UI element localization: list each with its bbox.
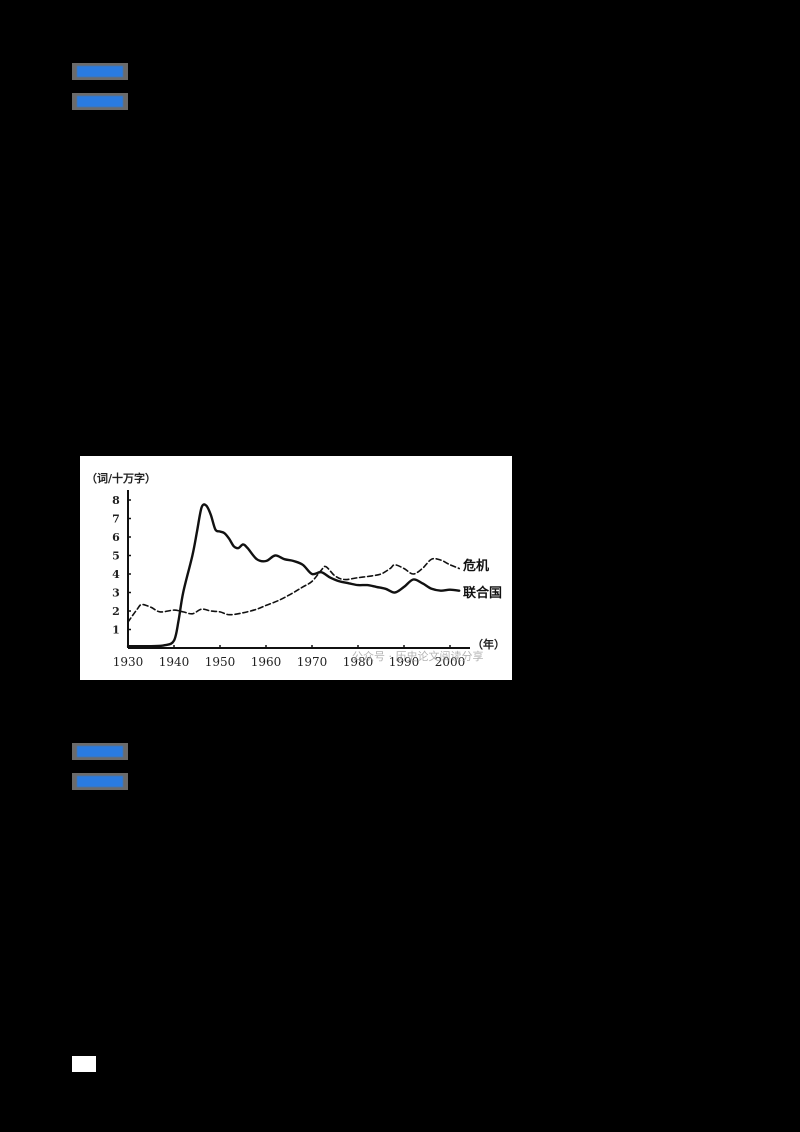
chart-canvas: （词/十万字） 1 2 3 4 5 6 7 8 1930 1940 1950 1960 1970 198… — [86, 471, 505, 669]
y-tick-label: 6 — [112, 531, 120, 544]
section-tag-3 — [72, 743, 128, 760]
x-tick-label: 1970 — [297, 655, 328, 669]
y-tick-label: 7 — [112, 513, 120, 526]
legend-crisis: 危机 — [463, 558, 489, 574]
legend-un: 联合国 — [463, 585, 502, 601]
x-tick-label: 1980 — [343, 655, 374, 669]
section-tag-label — [77, 746, 123, 757]
x-tick-label: 1950 — [205, 655, 236, 669]
y-tick-label: 2 — [112, 605, 120, 618]
y-axis-label: （词/十万字） — [86, 471, 156, 485]
series-line-un — [126, 503, 461, 648]
x-axis: 1930 1940 1950 1960 1970 1980 1990 2000 — [113, 645, 470, 669]
y-tick-label: 4 — [112, 568, 120, 581]
page-number-box — [72, 1056, 96, 1072]
x-axis-label: （年） — [472, 637, 505, 651]
y-tick-label: 3 — [112, 587, 120, 600]
series-line-crisis — [127, 557, 460, 623]
x-tick-label: 1960 — [251, 655, 282, 669]
y-tick-label: 5 — [112, 550, 120, 563]
x-tick-label: 1940 — [159, 655, 190, 669]
y-tick-label: 1 — [112, 624, 120, 637]
section-tag-2 — [72, 93, 128, 110]
watermark: 公众号 · 历史论文阅读分享 — [352, 649, 484, 663]
section-tag-label — [77, 776, 123, 787]
x-tick-label: 1990 — [389, 655, 420, 669]
section-tag-label — [77, 66, 123, 77]
section-tag-1 — [72, 63, 128, 80]
x-tick-label: 2000 — [435, 655, 466, 669]
y-axis: 1 2 3 4 5 6 7 8 — [112, 490, 131, 648]
section-tag-label — [77, 96, 123, 107]
section-tag-4 — [72, 773, 128, 790]
y-tick-label: 8 — [112, 494, 120, 507]
x-tick-label: 1930 — [113, 655, 144, 669]
line-chart: （词/十万字） 1 2 3 4 5 6 7 8 1930 1940 1950 1960 1970 198… — [80, 456, 512, 680]
series-lines — [126, 503, 461, 648]
